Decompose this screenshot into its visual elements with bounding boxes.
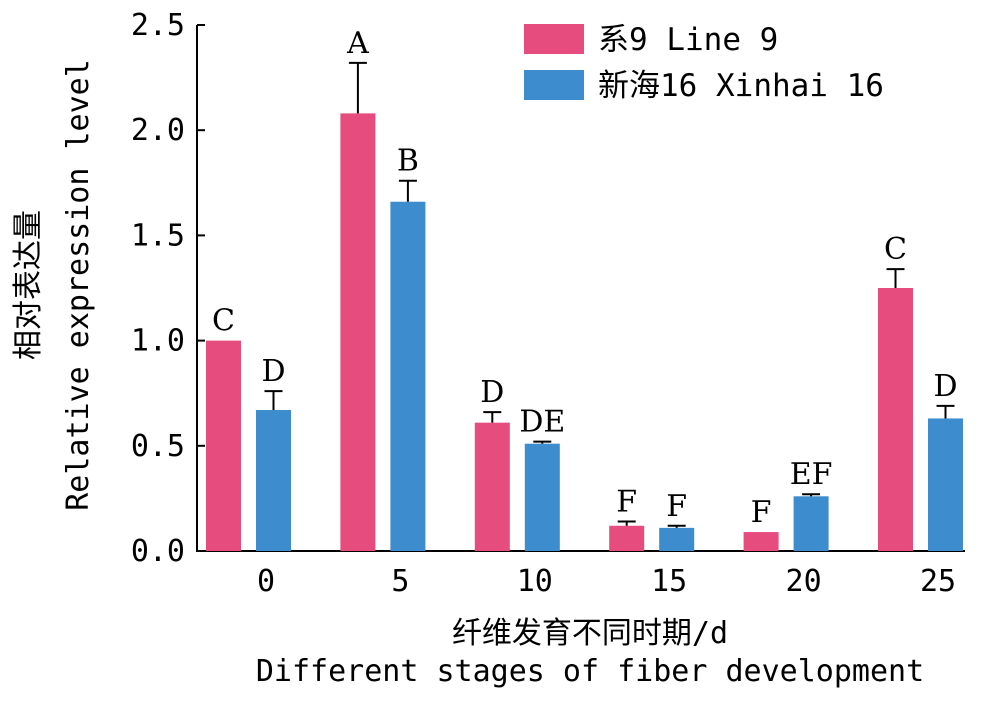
- x-tick-label: 10: [517, 564, 553, 599]
- legend-label-xinhai16: 新海16 Xinhai 16: [598, 68, 884, 104]
- x-tick-label: 25: [920, 564, 956, 599]
- significance-label: B: [397, 144, 419, 179]
- bar: [609, 525, 645, 551]
- legend-swatch-xinhai16: [524, 70, 584, 100]
- y-axis-title-en: Relative expression level: [61, 59, 96, 511]
- bar: [928, 418, 963, 551]
- significance-label: D: [933, 369, 957, 404]
- bar: [793, 496, 829, 551]
- significance-label: F: [751, 495, 772, 530]
- legend-swatch-line9: [524, 24, 584, 54]
- y-axis-title-cn: 相对表达量: [11, 210, 46, 360]
- significance-label: EF: [790, 457, 833, 492]
- bar: [743, 532, 779, 551]
- significance-label: DE: [519, 405, 565, 440]
- significance-label: A: [346, 26, 369, 61]
- significance-label: F: [666, 489, 687, 524]
- x-axis-title-cn: 纤维发育不同时期/d: [452, 616, 728, 651]
- y-tick-label: 2.0: [131, 113, 185, 148]
- y-tick-label: 0.0: [131, 534, 185, 569]
- significance-label: C: [212, 304, 235, 339]
- significance-label: C: [884, 232, 907, 267]
- y-tick-label: 1.5: [131, 218, 185, 253]
- legend-label-line9: 系9 Line 9: [598, 22, 778, 58]
- y-tick-label: 2.5: [131, 8, 185, 43]
- bar: [390, 201, 426, 551]
- significance-label: D: [480, 375, 504, 410]
- bar: [206, 340, 241, 551]
- x-tick-label: 0: [257, 564, 275, 599]
- y-tick-label: 1.0: [131, 324, 185, 359]
- bar: [340, 113, 376, 552]
- bar: [256, 410, 291, 551]
- bar: [474, 422, 510, 551]
- y-tick-label: 0.5: [131, 429, 185, 464]
- x-tick-label: 5: [391, 564, 409, 599]
- significance-label: D: [261, 354, 285, 389]
- bar: [878, 288, 913, 551]
- x-axis-title-en: Different stages of fiber development: [256, 654, 924, 689]
- x-tick-label: 15: [651, 564, 687, 599]
- bar: [524, 443, 560, 551]
- significance-label: F: [616, 485, 637, 520]
- x-tick-label: 20: [786, 564, 822, 599]
- bar: [659, 527, 695, 551]
